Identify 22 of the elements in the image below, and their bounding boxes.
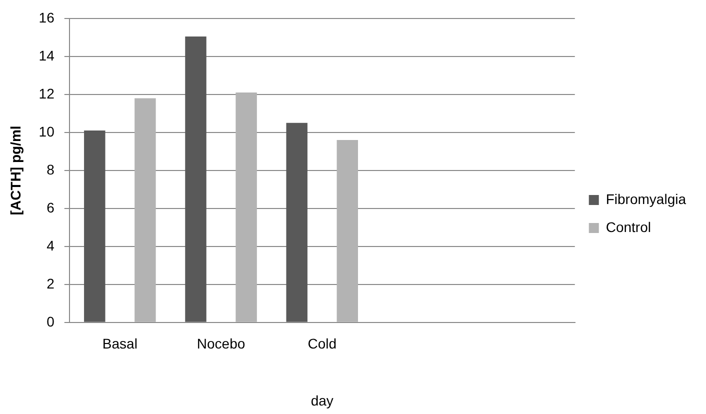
legend-label: Fibromyalgia xyxy=(606,190,686,207)
y-tick-label: 6 xyxy=(46,199,55,216)
bar xyxy=(286,122,308,322)
legend-label: Control xyxy=(606,218,652,235)
x-tick-label: Cold xyxy=(308,336,337,352)
y-tick-label: 16 xyxy=(38,9,55,26)
bar xyxy=(134,98,156,322)
y-tick-label: 4 xyxy=(46,237,55,254)
y-tick-label: 2 xyxy=(46,275,55,292)
bar xyxy=(236,92,257,322)
x-tick-label: Basal xyxy=(102,336,138,352)
y-tick-label: 14 xyxy=(38,47,55,64)
y-tick-label: 12 xyxy=(38,85,55,102)
x-tick-label: Nocebo xyxy=(196,336,246,352)
x-axis-title: day xyxy=(310,392,334,408)
y-tick-label: 10 xyxy=(38,123,55,140)
y-axis-title: [ACTH] pg/ml xyxy=(7,126,24,216)
y-tick-label: 8 xyxy=(46,161,55,178)
bar xyxy=(336,140,358,322)
bar xyxy=(84,130,106,322)
y-tick-label: 0 xyxy=(46,313,55,330)
bar xyxy=(185,36,206,322)
